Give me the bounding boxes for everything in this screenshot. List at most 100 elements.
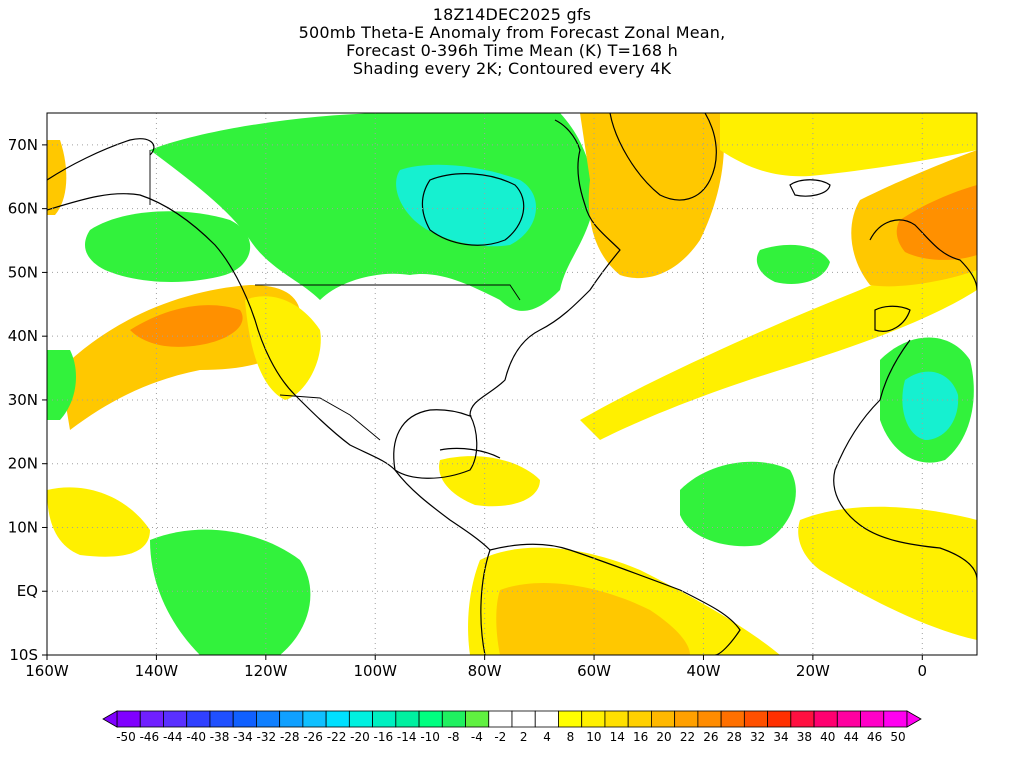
- colorbar-label: -38: [210, 730, 230, 744]
- title-forecast: Forecast 0-396h Time Mean (K) T=168 h: [346, 41, 678, 60]
- colorbar-label: 26: [703, 730, 718, 744]
- border-us-canada: [255, 284, 521, 301]
- colorbar-label: 22: [680, 730, 695, 744]
- coast-iceland: [789, 179, 831, 197]
- colorbar-label: 2: [520, 730, 528, 744]
- colorbar-swatch: [836, 710, 861, 728]
- colorbar-min-arrow: [102, 710, 118, 728]
- coast-greenland: [609, 113, 717, 201]
- lon-tick-label: 40W: [687, 662, 721, 680]
- coast-cuba: [439, 447, 501, 459]
- anomaly-hudson-cyan: [396, 164, 537, 247]
- lat-tick-label: 40N: [8, 327, 38, 345]
- map-frame: [46, 112, 978, 656]
- lat-tick-label: 30N: [8, 391, 38, 409]
- anomaly-greenland-yellow: [720, 113, 977, 177]
- anomaly-wafrica-yellow: [798, 506, 977, 640]
- colorbar-label: -2: [494, 730, 506, 744]
- colorbar-label: 8: [567, 730, 575, 744]
- colorbar-label: -22: [327, 730, 347, 744]
- title-block: 18Z14DEC2025 gfs 500mb Theta-E Anomaly f…: [0, 6, 1024, 78]
- colorbar-label: -8: [448, 730, 460, 744]
- anomaly-epacific-green: [150, 529, 311, 655]
- lon-tick-label: 60W: [577, 662, 611, 680]
- colorbar-label: 4: [543, 730, 551, 744]
- lat-tick-label: 60N: [8, 200, 38, 218]
- border-us-mexico: [279, 394, 381, 441]
- lat-tick-labels: 10S EQ 10N 20N 30N 40N 50N 60N 70N: [8, 136, 47, 664]
- colorbar-swatch: [743, 710, 768, 728]
- lat-tick-label: 70N: [8, 136, 38, 154]
- colorbar-label: 46: [867, 730, 882, 744]
- colorbar-label: -10: [420, 730, 440, 744]
- colorbar-swatch: [256, 710, 281, 728]
- anomaly-shading: [47, 113, 977, 655]
- colorbar-swatch: [651, 710, 676, 728]
- colorbar-swatch: [186, 710, 211, 728]
- anomaly-europe-darkorange: [896, 185, 977, 260]
- coast-alaska: [47, 138, 155, 181]
- colorbar-swatch: [209, 710, 234, 728]
- colorbar-label: 20: [656, 730, 671, 744]
- colorbar-label: -26: [303, 730, 323, 744]
- anomaly-gulf-alaska-green: [85, 211, 251, 282]
- anomaly-atlantic-green: [680, 461, 796, 547]
- coast-iberia: [874, 305, 911, 332]
- title-date-model: 18Z14DEC2025 gfs: [432, 5, 592, 24]
- colorbar-label: -50: [116, 730, 136, 744]
- colorbar-swatch: [163, 710, 188, 728]
- colorbar-swatch: [790, 710, 815, 728]
- lon-tick-label: 100W: [354, 662, 398, 680]
- lon-tick-label: 160W: [25, 662, 69, 680]
- colorbar-label: -20: [350, 730, 370, 744]
- colorbar-swatch: [534, 710, 559, 728]
- colorbar-swatch: [418, 710, 443, 728]
- colorbar-swatch: [883, 710, 908, 728]
- political-borders: [149, 150, 521, 441]
- colorbar-label: -46: [140, 730, 160, 744]
- colorbar-swatch: [372, 710, 397, 728]
- coast-europe: [869, 219, 977, 291]
- colorbar-swatch: [465, 710, 490, 728]
- colorbar: -50 -46 -44 -40 -38 -34 -32 -28 -26 -22 -20 -16 -14-…: [102, 710, 922, 744]
- lat-tick-label: EQ: [17, 582, 38, 600]
- anomaly-africa-cyan: [902, 371, 959, 440]
- colorbar-label: 38: [797, 730, 812, 744]
- anomaly-epacific-yellow: [47, 487, 150, 557]
- anomaly-far-west-orange: [47, 140, 67, 215]
- lat-tick-label: 50N: [8, 263, 38, 281]
- colorbar-swatch: [627, 710, 652, 728]
- colorbar-label: 32: [750, 730, 765, 744]
- colorbar-swatch: [813, 710, 838, 728]
- anomaly-west-pacific-green: [47, 350, 76, 420]
- lon-tick-label: 0: [918, 662, 928, 680]
- colorbar-swatch: [860, 710, 885, 728]
- anomaly-canada-green: [150, 113, 594, 311]
- coast-central-america: [394, 469, 491, 551]
- colorbar-swatch: [697, 710, 722, 728]
- colorbar-label: 10: [586, 730, 601, 744]
- colorbar-label: 44: [844, 730, 859, 744]
- lon-tick-label: 20W: [796, 662, 830, 680]
- colorbar-swatch: [581, 710, 606, 728]
- colorbar-label: 34: [773, 730, 788, 744]
- colorbar-swatch: [302, 710, 327, 728]
- lon-tick-label: 80W: [468, 662, 502, 680]
- anomaly-samerica-orange: [496, 582, 690, 655]
- coast-south-america: [480, 543, 741, 655]
- colorbar-swatch: [558, 710, 583, 728]
- colorbar-label: -44: [163, 730, 183, 744]
- colorbar-label: -40: [186, 730, 206, 744]
- colorbar-swatch: [395, 710, 420, 728]
- lat-tick-label: 10N: [8, 518, 38, 536]
- colorbar-label: 28: [727, 730, 742, 744]
- colorbar-label: -34: [233, 730, 253, 744]
- colorbar-label: -16: [374, 730, 394, 744]
- anomaly-greenland-orange: [580, 113, 724, 279]
- colorbar-swatch: [604, 710, 629, 728]
- colorbar-label: 14: [610, 730, 625, 744]
- colorbar-swatch: [767, 710, 792, 728]
- lon-tick-labels: 160W 140W 120W 100W 80W 60W 40W 20W 0: [25, 655, 927, 680]
- colorbar-swatch: [116, 710, 141, 728]
